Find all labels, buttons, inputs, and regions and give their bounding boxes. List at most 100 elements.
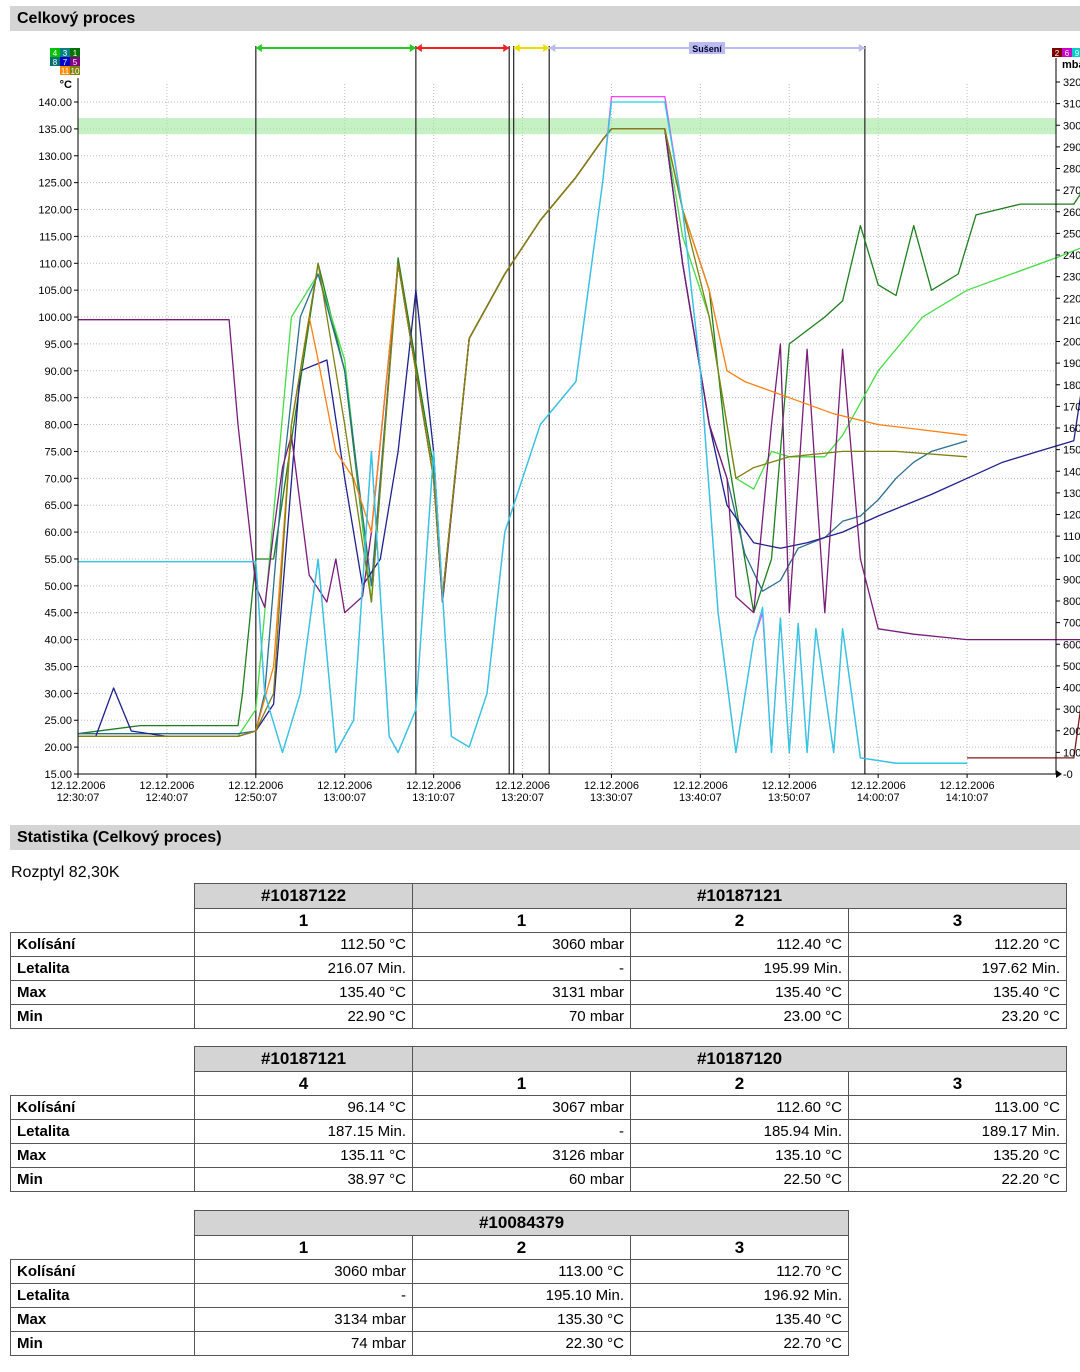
- table-row: Letalita 216.07 Min. -195.99 Min. 197.62 Mi…: [10, 956, 1067, 981]
- table-sub-header: 2: [630, 908, 849, 933]
- legend-label: 11: [61, 67, 70, 76]
- table-cell: 112.70 °C: [630, 1259, 849, 1284]
- table-cell: 22.90 °C: [194, 1004, 413, 1029]
- y-right-tick-label: 1400: [1063, 466, 1080, 478]
- x-tick-time: 13:50:07: [768, 792, 811, 804]
- row-label: Kolísání: [10, 932, 195, 957]
- table-row: Max 3134 mbar 135.30 °C 135.40 °C: [10, 1307, 849, 1332]
- table-cell: 135.30 °C: [412, 1307, 631, 1332]
- legend-swatch: [60, 57, 70, 66]
- x-tick-time: 13:20:07: [501, 792, 544, 804]
- table-group-header: #10187122: [194, 883, 413, 909]
- y-right-tick-label: 100: [1063, 747, 1080, 759]
- table-sub-header: 4: [194, 1071, 413, 1096]
- y-right-tick-label: 3100: [1063, 99, 1080, 111]
- table-group-header: #10187120: [412, 1046, 1067, 1072]
- row-label: Min: [10, 1167, 195, 1192]
- x-tick-time: 12:50:07: [234, 792, 277, 804]
- table-cell: 23.00 °C: [630, 1004, 849, 1029]
- legend-label: 3: [63, 49, 68, 58]
- x-tick-date: 12.12.2006: [584, 780, 639, 792]
- row-label: Kolísání: [10, 1259, 195, 1284]
- x-tick-date: 12.12.2006: [940, 780, 995, 792]
- table-cell: 3067 mbar: [412, 1095, 631, 1120]
- legend-swatch: [70, 66, 80, 75]
- y-right-tick-label: 1300: [1063, 488, 1080, 500]
- legend-swatch: [50, 57, 60, 66]
- y-tick-label: 40.00: [44, 635, 72, 647]
- y-tick-label: 35.00: [44, 661, 72, 673]
- table-group-header: #10187121: [194, 1046, 413, 1072]
- y-right-tick-label: 2700: [1063, 185, 1080, 197]
- table-cell: 195.10 Min.: [412, 1283, 631, 1308]
- table-cell: 216.07 Min.: [194, 956, 413, 981]
- y-tick-label: 20.00: [44, 742, 72, 754]
- table-cell: 23.20 °C: [848, 1004, 1067, 1029]
- table-row: Kolísání 112.50 °C 3060 mbar 112.40 °C 112.2…: [10, 932, 1067, 957]
- x-tick-time: 14:10:07: [946, 792, 989, 804]
- row-label: Max: [10, 980, 195, 1005]
- legend-swatch: [60, 66, 70, 75]
- x-tick-date: 12.12.2006: [139, 780, 194, 792]
- y-tick-label: 65.00: [44, 500, 72, 512]
- table-cell: 22.20 °C: [848, 1167, 1067, 1192]
- table-cell: -: [412, 956, 631, 981]
- y-tick-label: 115.00: [39, 231, 72, 243]
- table-cell: 60 mbar: [412, 1167, 631, 1192]
- phase-arrow-head: [503, 44, 510, 52]
- y-tick-label: 130.00: [38, 151, 72, 163]
- table-cell: 22.30 °C: [412, 1331, 631, 1356]
- y-right-tick-label: 2800: [1063, 164, 1080, 176]
- x-tick-time: 12:30:07: [57, 792, 100, 804]
- table-cell: 195.99 Min.: [630, 956, 849, 981]
- x-tick-time: 13:00:07: [323, 792, 366, 804]
- legend-swatch: [1062, 48, 1072, 57]
- table-cell: 135.10 °C: [630, 1143, 849, 1168]
- table-cell: 135.40 °C: [630, 980, 849, 1005]
- table-cell: 135.40 °C: [630, 1307, 849, 1332]
- legend-swatch: [1072, 48, 1080, 57]
- table-cell: 3060 mbar: [194, 1259, 413, 1284]
- table-group-header: #10187121: [412, 883, 1067, 909]
- y-left-unit: °C: [60, 79, 72, 91]
- series-line: [78, 128, 1080, 738]
- legend-label: 5: [73, 58, 78, 67]
- y-right-tick-label: 2000: [1063, 337, 1080, 349]
- table-cell: 3126 mbar: [412, 1143, 631, 1168]
- x-tick-date: 12.12.2006: [228, 780, 283, 792]
- table-cell: 96.14 °C: [194, 1095, 413, 1120]
- y-right-tick-label: 600: [1063, 639, 1080, 651]
- table-corner: [11, 884, 195, 909]
- y-tick-label: 30.00: [44, 688, 72, 700]
- row-label: Max: [10, 1307, 195, 1332]
- legend-label: 6: [1065, 49, 1070, 58]
- series-line: [78, 101, 968, 764]
- legend-swatch: [50, 48, 60, 57]
- table-cell: 185.94 Min.: [630, 1119, 849, 1144]
- chart-section-header: Celkový proces: [10, 6, 1080, 31]
- table-cell: 187.15 Min.: [194, 1119, 413, 1144]
- table-corner: [11, 1211, 195, 1236]
- y-tick-label: 15.00: [44, 769, 72, 781]
- table-cell: 135.20 °C: [848, 1143, 1067, 1168]
- y-right-tick-label: 1000: [1063, 553, 1080, 565]
- y-tick-label: 80.00: [44, 420, 72, 432]
- table-cell: 22.70 °C: [630, 1331, 849, 1356]
- row-label: Letalita: [10, 1283, 195, 1308]
- y-right-tick-label: 2200: [1063, 293, 1080, 305]
- y-tick-label: 100.00: [38, 312, 72, 324]
- y-right-tick-label: 900: [1063, 574, 1080, 586]
- y-tick-label: 120.00: [38, 205, 72, 217]
- table-corner: [11, 1047, 195, 1072]
- table-sub-header: 1: [194, 908, 413, 933]
- table-cell: 135.40 °C: [848, 980, 1067, 1005]
- legend-label: 8: [53, 58, 58, 67]
- row-label: Min: [10, 1004, 195, 1029]
- table-cell: 3131 mbar: [412, 980, 631, 1005]
- x-tick-date: 12.12.2006: [673, 780, 728, 792]
- table-cell: -: [194, 1283, 413, 1308]
- y-right-tick-label: 1700: [1063, 401, 1080, 413]
- process-chart: Sušení 15.00 20.00 25.00 30.00 35.00 40.00 45.0…: [38, 42, 1080, 804]
- table-cell: 3060 mbar: [412, 932, 631, 957]
- table-cell: 113.00 °C: [848, 1095, 1067, 1120]
